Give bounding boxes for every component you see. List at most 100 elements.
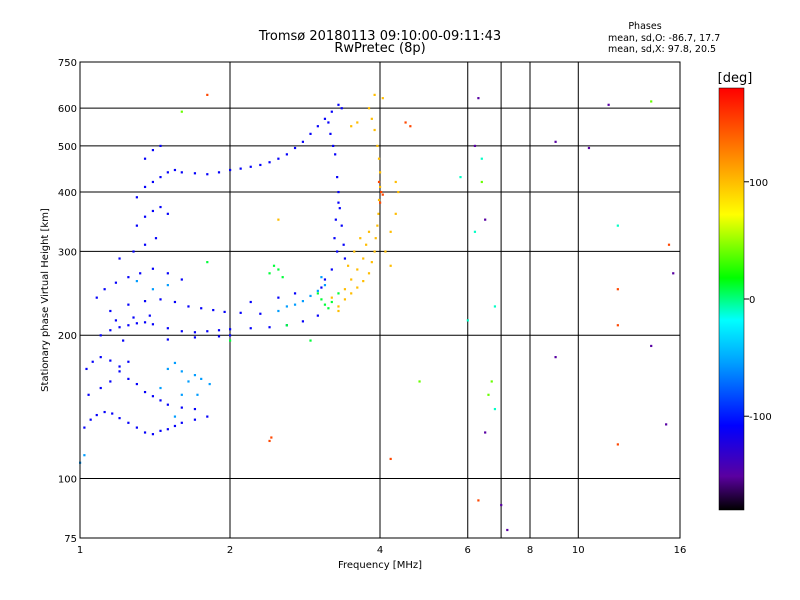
data-point (268, 272, 271, 275)
data-point (459, 175, 462, 179)
data-point (99, 386, 102, 390)
data-point (340, 107, 343, 110)
data-point (122, 339, 125, 342)
data-point (159, 205, 162, 209)
data-point (159, 298, 162, 301)
data-point (127, 324, 130, 327)
data-point (143, 215, 147, 218)
data-point (389, 230, 392, 233)
data-point (135, 196, 138, 199)
data-point (166, 171, 169, 174)
data-point (193, 331, 197, 334)
data-point (187, 305, 190, 308)
data-point (365, 243, 368, 246)
data-point (309, 132, 312, 135)
data-point (111, 412, 114, 415)
data-point (249, 327, 252, 330)
data-point (473, 144, 477, 148)
data-point (196, 393, 199, 396)
data-point (301, 320, 305, 323)
data-point (173, 300, 177, 304)
data-point (389, 264, 392, 267)
data-point (477, 499, 480, 502)
data-point (389, 457, 392, 461)
data-point (166, 403, 169, 406)
data-point (293, 303, 297, 306)
data-point (554, 140, 557, 143)
data-point (143, 300, 147, 303)
data-point (223, 310, 226, 314)
data-point (323, 303, 327, 306)
data-point (316, 314, 319, 317)
data-point (159, 175, 162, 179)
y-tick-label: 600 (58, 104, 77, 115)
data-point (477, 97, 480, 100)
data-point (342, 243, 345, 246)
data-point (193, 374, 197, 377)
colorbar-ticks: 100 0 -100 (744, 178, 772, 423)
data-point (229, 334, 232, 337)
data-point (376, 144, 379, 148)
data-point (320, 298, 323, 301)
scatter-points (79, 93, 675, 532)
data-point (151, 267, 155, 270)
data-point (332, 144, 335, 148)
colorbar-tick-label: 0 (749, 295, 755, 306)
data-point (353, 250, 356, 253)
data-point (277, 157, 280, 160)
data-point (346, 264, 350, 267)
data-point (118, 365, 121, 368)
data-point (330, 110, 333, 113)
data-point (484, 218, 487, 221)
data-point (484, 431, 487, 434)
data-point (277, 218, 280, 221)
data-point (83, 454, 86, 457)
data-point (359, 237, 362, 240)
data-point (281, 276, 284, 279)
y-tick-label: 750 (58, 58, 77, 69)
data-point (132, 250, 135, 253)
data-point (374, 237, 377, 240)
data-point (316, 125, 319, 128)
y-tick-label: 500 (58, 142, 77, 153)
data-point (159, 429, 162, 432)
data-point (132, 316, 135, 319)
data-point (343, 298, 347, 301)
data-point (327, 121, 330, 124)
data-point (180, 370, 183, 373)
data-point (180, 278, 183, 281)
data-point (200, 307, 203, 310)
data-point (343, 288, 347, 291)
chart-subtitle: RwPretec (8p) (334, 41, 425, 56)
data-point (159, 399, 162, 402)
data-point (490, 380, 493, 383)
data-point (187, 380, 190, 383)
data-point (356, 121, 359, 124)
data-point (83, 426, 86, 429)
data-point (193, 172, 197, 175)
y-axis-ticks: 75 100 200 300 400 500 600 750 (58, 58, 77, 545)
data-point (135, 224, 138, 227)
data-point (334, 218, 337, 221)
data-point (103, 288, 106, 291)
x-tick-label: 16 (674, 545, 687, 556)
data-point (277, 309, 280, 313)
x-axis-label: Frequency [MHz] (338, 560, 422, 571)
data-point (337, 201, 340, 204)
data-point (362, 280, 365, 283)
data-point (616, 288, 619, 291)
data-point (151, 395, 155, 398)
data-point (217, 171, 221, 174)
data-point (587, 146, 591, 150)
data-point (193, 336, 197, 339)
data-point (329, 132, 332, 135)
data-point (330, 268, 333, 271)
data-point (118, 370, 121, 373)
data-point (362, 257, 365, 260)
data-point (259, 163, 262, 167)
data-point (180, 110, 183, 113)
data-point (249, 165, 252, 168)
y-tick-label: 400 (58, 188, 77, 199)
data-point (166, 284, 169, 287)
data-point (151, 180, 155, 184)
